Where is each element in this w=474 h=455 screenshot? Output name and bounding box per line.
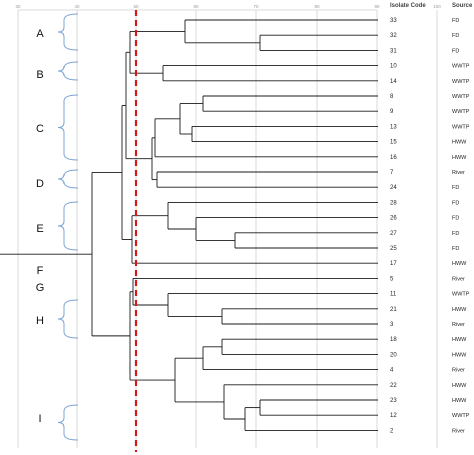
isolate-code: 14 xyxy=(390,79,397,85)
isolate-code: 9 xyxy=(390,109,394,115)
isolate-source: WWTP xyxy=(452,79,470,85)
isolate-source: River xyxy=(452,322,465,328)
cluster-label: E xyxy=(36,223,43,235)
scale-tick-label: 60 xyxy=(193,4,199,9)
scale-tick-label: 50 xyxy=(133,4,139,9)
isolate-source: FD xyxy=(452,231,459,237)
isolate-source: River xyxy=(452,368,465,374)
isolate-source: FD xyxy=(452,18,459,24)
isolate-source: River xyxy=(452,428,465,434)
cluster-braces xyxy=(57,13,79,441)
isolate-code: 31 xyxy=(390,48,397,54)
isolate-code: 28 xyxy=(390,200,397,206)
similarity-axis: 30 40 50 60 70 80 90 100 xyxy=(15,4,441,448)
isolate-code: 18 xyxy=(390,337,397,343)
isolate-source: River xyxy=(452,170,465,176)
isolate-code: 5 xyxy=(390,276,394,282)
isolate-code: 32 xyxy=(390,33,397,39)
cluster-label: A xyxy=(36,28,44,40)
isolate-source: HWW xyxy=(452,155,467,161)
isolate-source: FD xyxy=(452,216,459,222)
cluster-brace xyxy=(57,201,79,251)
scale-tick-label: 40 xyxy=(74,4,80,9)
isolate-source: FD xyxy=(452,48,459,54)
isolate-code: 22 xyxy=(390,383,397,389)
isolate-source: WWTP xyxy=(452,109,470,115)
cluster-brace xyxy=(57,94,79,161)
isolate-code: 12 xyxy=(390,413,397,419)
cluster-label: H xyxy=(36,315,44,327)
isolate-source: WWTP xyxy=(452,413,470,419)
cluster-labels: A B C D E FG H I xyxy=(36,28,45,425)
isolate-code: 20 xyxy=(390,352,397,358)
cluster-label: G xyxy=(36,282,45,294)
isolate-source: HWW xyxy=(452,337,467,343)
dendrogram-tree xyxy=(0,19,378,431)
source-header: Source xyxy=(452,3,473,9)
isolate-code: 11 xyxy=(390,292,397,298)
isolate-code: 21 xyxy=(390,307,397,313)
cluster-label: F xyxy=(37,265,44,277)
isolate-code: 2 xyxy=(390,428,394,434)
isolate-source: FD xyxy=(452,185,459,191)
scale-tick-label: 80 xyxy=(314,4,320,9)
isolate-source: WWTP xyxy=(452,292,470,298)
isolate-source: FD xyxy=(452,200,459,206)
cluster-brace xyxy=(57,169,79,189)
isolate-code: 17 xyxy=(390,261,397,267)
isolate-code: 3 xyxy=(390,322,394,328)
isolate-code: 7 xyxy=(390,170,394,176)
scale-tick-label: 90 xyxy=(374,4,380,9)
isolate-code: 8 xyxy=(390,94,394,100)
isolate-source: HWW xyxy=(452,398,467,404)
scale-tick-label: 100 xyxy=(433,4,441,9)
isolate-source: WWTP xyxy=(452,64,470,70)
isolate-code: 13 xyxy=(390,124,397,130)
isolate-code: 10 xyxy=(390,64,397,70)
cluster-label: D xyxy=(36,178,44,190)
isolate-source: FD xyxy=(452,33,459,39)
isolate-code: 15 xyxy=(390,140,397,146)
cluster-brace xyxy=(57,13,79,51)
isolate-source: FD xyxy=(452,246,459,252)
isolate-code: 27 xyxy=(390,231,397,237)
isolate-source: HWW xyxy=(452,352,467,358)
cluster-label: I xyxy=(38,413,41,425)
cluster-label: B xyxy=(36,69,43,81)
isolate-source: HWW xyxy=(452,261,467,267)
isolate-source: River xyxy=(452,276,465,282)
isolate-source: HWW xyxy=(452,140,467,146)
isolate-source: HWW xyxy=(452,307,467,313)
isolate-code: 26 xyxy=(390,216,397,222)
isolate-code: 24 xyxy=(390,185,397,191)
isolate-code: 23 xyxy=(390,398,397,404)
scale-tick-label: 30 xyxy=(15,4,21,9)
isolate-source: WWTP xyxy=(452,124,470,130)
isolate-code: 4 xyxy=(390,368,394,374)
isolate-code: 16 xyxy=(390,155,397,161)
cluster-brace xyxy=(57,61,79,81)
isolate-code: 33 xyxy=(390,18,397,24)
isolate-source: WWTP xyxy=(452,94,470,100)
cluster-label: C xyxy=(36,123,44,135)
cluster-brace xyxy=(57,299,79,339)
isolate-code-header: Isolate Code xyxy=(390,3,426,9)
scale-tick-label: 70 xyxy=(253,4,259,9)
isolate-code: 25 xyxy=(390,246,397,252)
cluster-brace xyxy=(57,404,79,441)
isolate-source: HWW xyxy=(452,383,467,389)
